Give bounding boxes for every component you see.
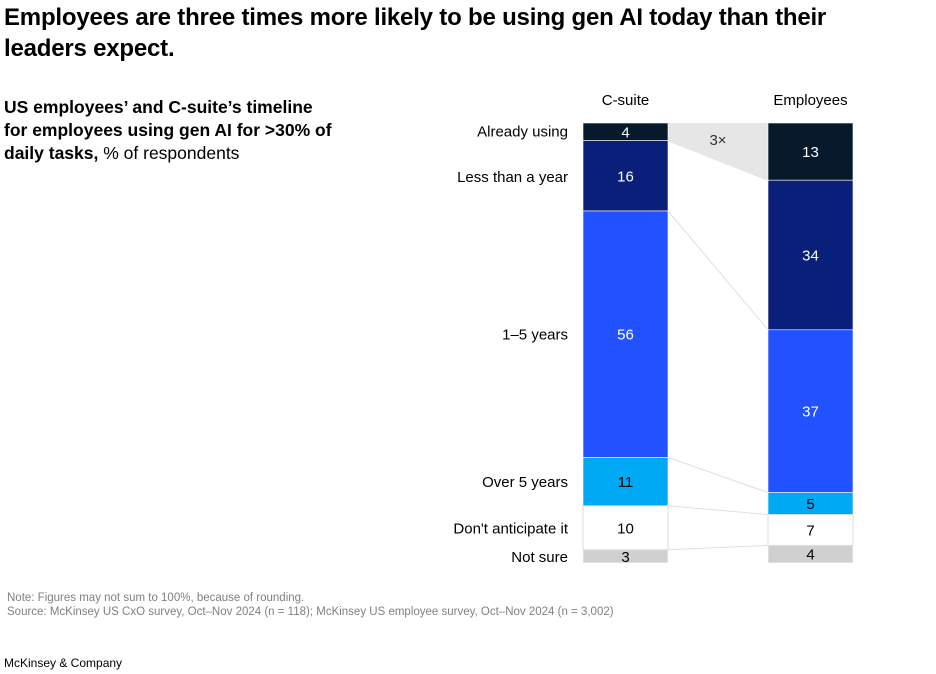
connector-layer [667, 140, 769, 551]
subtitle-unit: % of respondents [98, 143, 240, 163]
value-label: 4 [621, 124, 629, 141]
value-label: 13 [802, 144, 819, 161]
series-header: C-suite [602, 92, 650, 109]
bar-layer [582, 122, 854, 564]
footnote: Note: Figures may not sum to 100%, becau… [7, 592, 305, 604]
connector-line [667, 210, 769, 331]
annotation-layer: 3× [668, 123, 768, 181]
value-label: 4 [806, 547, 814, 564]
value-label: 7 [806, 523, 814, 540]
category-label: Already using [477, 124, 568, 141]
annotation-label: 3× [709, 132, 726, 149]
connector-line [667, 456, 769, 494]
brand-logo-text: McKinsey & Company [4, 656, 123, 670]
annotation-band [668, 123, 768, 181]
bar-segment [582, 505, 669, 551]
value-label: 5 [806, 496, 814, 513]
bar-segment [582, 457, 669, 507]
chart-subtitle: US employees’ and C-suite’s timeline for… [4, 96, 334, 165]
bar-segment [767, 122, 854, 181]
category-label: Less than a year [457, 169, 568, 186]
value-label: 34 [802, 248, 819, 265]
category-label: Not sure [511, 549, 568, 566]
value-label: 16 [617, 168, 634, 185]
bar-segment [767, 514, 854, 546]
category-label: Over 5 years [482, 474, 568, 491]
bar-segment [767, 329, 854, 493]
connector-line [667, 505, 769, 516]
source-note: Source: McKinsey US CxO survey, Oct–Nov … [7, 606, 614, 618]
value-label: 3 [621, 549, 629, 566]
category-label: 1–5 years [502, 327, 568, 344]
bar-segment-outline [767, 514, 854, 546]
value-label: 11 [618, 474, 634, 491]
connector-line [667, 544, 769, 551]
value-label: 56 [617, 327, 634, 344]
label-layer: C-suite 4 16 56 11 10 3 Employees 13 34 37 5 7 4 Alrea… [453, 92, 847, 566]
bar-segment [582, 210, 669, 458]
chart-title: Employees are three times more likely to… [4, 4, 827, 62]
category-label: Don't anticipate it [453, 520, 568, 537]
bar-segment [582, 140, 669, 212]
value-label: 10 [617, 520, 634, 537]
bar-segment-outline [582, 505, 669, 551]
series-header: Employees [773, 92, 847, 109]
subtitle-bold: US employees’ and C-suite’s timeline for… [4, 97, 332, 163]
value-label: 37 [802, 404, 819, 421]
